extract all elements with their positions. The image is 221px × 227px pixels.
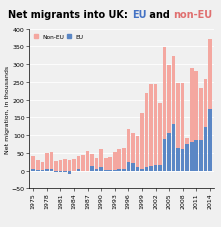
Bar xyxy=(154,165,157,171)
Bar xyxy=(136,137,139,171)
Text: Net migrants into UK:: Net migrants into UK: xyxy=(8,10,132,20)
Bar xyxy=(176,84,180,171)
Bar xyxy=(140,169,144,171)
Bar xyxy=(167,134,171,171)
Bar xyxy=(109,158,112,171)
Bar xyxy=(154,85,157,171)
Text: EU: EU xyxy=(132,10,146,20)
Bar xyxy=(208,109,212,171)
Bar xyxy=(86,151,90,171)
Bar xyxy=(194,72,198,171)
Bar xyxy=(90,154,94,171)
Bar xyxy=(68,171,71,174)
Legend: Non-EU, EU: Non-EU, EU xyxy=(34,34,84,40)
Bar xyxy=(140,114,144,171)
Text: and: and xyxy=(146,10,173,20)
Bar xyxy=(190,143,194,171)
Bar xyxy=(190,68,194,171)
Bar xyxy=(104,170,107,171)
Bar xyxy=(68,160,71,171)
Bar xyxy=(136,167,139,171)
Bar xyxy=(113,152,116,171)
Bar xyxy=(149,166,153,171)
Bar xyxy=(36,160,40,171)
Bar xyxy=(199,89,203,171)
Bar xyxy=(131,164,135,171)
Bar xyxy=(81,155,85,171)
Y-axis label: Net migration, in thousands: Net migration, in thousands xyxy=(5,65,10,153)
Bar xyxy=(199,140,203,171)
Bar xyxy=(204,127,207,171)
Bar xyxy=(54,161,58,171)
Bar xyxy=(176,148,180,171)
Bar xyxy=(122,148,126,171)
Bar xyxy=(59,160,62,171)
Bar xyxy=(45,153,49,171)
Bar xyxy=(50,170,53,171)
Bar xyxy=(77,170,80,171)
Text: non-EU: non-EU xyxy=(173,10,213,20)
Bar xyxy=(36,170,40,171)
Bar xyxy=(104,159,107,171)
Bar xyxy=(95,169,99,171)
Bar xyxy=(95,158,99,171)
Bar xyxy=(31,169,35,171)
Bar xyxy=(63,159,67,171)
Bar xyxy=(122,169,126,171)
Bar xyxy=(109,170,112,171)
Bar xyxy=(145,167,148,171)
Bar xyxy=(127,162,130,171)
Bar xyxy=(172,57,175,171)
Bar xyxy=(63,171,67,173)
Bar xyxy=(50,152,53,171)
Bar xyxy=(172,125,175,171)
Bar xyxy=(194,141,198,171)
Bar xyxy=(118,150,121,171)
Bar xyxy=(185,144,189,171)
Bar xyxy=(163,47,166,171)
Bar xyxy=(167,66,171,171)
Bar xyxy=(158,104,162,171)
Bar xyxy=(149,85,153,171)
Bar xyxy=(99,150,103,171)
Bar xyxy=(59,171,62,173)
Bar xyxy=(204,80,207,171)
Bar xyxy=(99,167,103,171)
Bar xyxy=(54,171,58,173)
Bar xyxy=(45,170,49,171)
Bar xyxy=(131,133,135,171)
Bar xyxy=(127,130,130,171)
Bar xyxy=(163,139,166,171)
Bar xyxy=(40,162,44,171)
Bar xyxy=(185,138,189,171)
Bar xyxy=(145,94,148,171)
Bar xyxy=(40,170,44,171)
Bar xyxy=(113,170,116,171)
Bar xyxy=(208,40,212,171)
Bar xyxy=(158,165,162,171)
Bar xyxy=(90,167,94,171)
Bar xyxy=(72,159,76,171)
Bar xyxy=(31,156,35,171)
Bar xyxy=(77,156,80,171)
Bar xyxy=(181,150,185,171)
Bar xyxy=(181,84,185,171)
Bar xyxy=(118,170,121,171)
